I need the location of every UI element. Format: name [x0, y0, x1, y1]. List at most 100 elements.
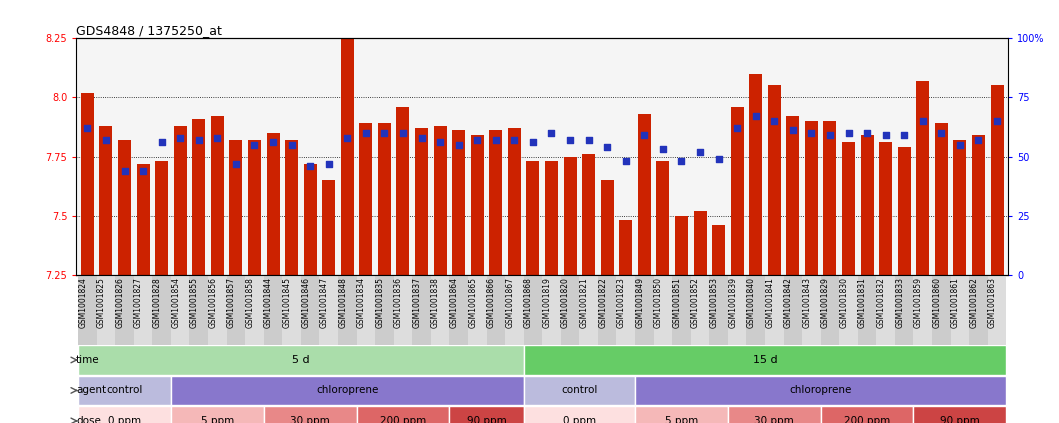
Point [432, 139, 449, 146]
Text: 5 ppm: 5 ppm [201, 416, 234, 423]
Point [933, 129, 950, 136]
Text: GSM1001849: GSM1001849 [635, 277, 644, 328]
Text: GSM1001855: GSM1001855 [190, 277, 199, 328]
Point [951, 141, 968, 148]
Point [785, 127, 802, 134]
Bar [118, 140, 131, 275]
Bar [545, 161, 558, 275]
FancyBboxPatch shape [784, 275, 802, 345]
Bar [193, 118, 205, 275]
Text: agent: agent [76, 385, 106, 396]
Text: 30 ppm: 30 ppm [290, 416, 330, 423]
FancyBboxPatch shape [320, 275, 338, 345]
FancyBboxPatch shape [357, 275, 375, 345]
FancyBboxPatch shape [821, 406, 914, 423]
Point [840, 129, 857, 136]
Point [617, 158, 634, 165]
Point [692, 148, 708, 155]
FancyBboxPatch shape [505, 275, 523, 345]
FancyBboxPatch shape [672, 275, 690, 345]
Text: GSM1001833: GSM1001833 [895, 277, 904, 328]
Bar [768, 85, 780, 275]
Text: GSM1001839: GSM1001839 [729, 277, 737, 328]
Text: GSM1001856: GSM1001856 [209, 277, 217, 328]
Point [487, 137, 504, 143]
Point [729, 125, 746, 132]
Point [116, 168, 133, 174]
Point [283, 141, 300, 148]
FancyBboxPatch shape [115, 275, 133, 345]
FancyBboxPatch shape [468, 275, 486, 345]
Text: GSM1001834: GSM1001834 [357, 277, 365, 328]
FancyBboxPatch shape [133, 275, 152, 345]
Bar [80, 93, 94, 275]
Text: time: time [76, 355, 100, 365]
Text: GSM1001826: GSM1001826 [115, 277, 125, 328]
Text: GSM1001824: GSM1001824 [78, 277, 88, 328]
FancyBboxPatch shape [394, 275, 412, 345]
Bar [285, 140, 298, 275]
Text: GSM1001822: GSM1001822 [598, 277, 607, 328]
Bar [582, 154, 595, 275]
Bar [600, 180, 613, 275]
Text: GSM1001821: GSM1001821 [579, 277, 589, 328]
Bar [638, 114, 651, 275]
Point [580, 137, 597, 143]
FancyBboxPatch shape [246, 275, 264, 345]
Text: 200 ppm: 200 ppm [844, 416, 891, 423]
Bar [452, 130, 465, 275]
Bar [675, 216, 688, 275]
FancyBboxPatch shape [690, 275, 710, 345]
Text: GSM1001847: GSM1001847 [320, 277, 328, 328]
FancyBboxPatch shape [338, 275, 357, 345]
FancyBboxPatch shape [653, 275, 672, 345]
FancyBboxPatch shape [969, 275, 988, 345]
Text: GSM1001866: GSM1001866 [487, 277, 496, 328]
Text: GSM1001829: GSM1001829 [821, 277, 830, 328]
Text: GSM1001864: GSM1001864 [450, 277, 459, 328]
Text: GSM1001858: GSM1001858 [246, 277, 254, 328]
Text: GDS4848 / 1375250_at: GDS4848 / 1375250_at [76, 24, 222, 37]
Point [228, 160, 245, 167]
Text: GSM1001846: GSM1001846 [301, 277, 310, 328]
Bar [489, 130, 502, 275]
Point [859, 129, 876, 136]
Text: 5 d: 5 d [292, 355, 309, 365]
FancyBboxPatch shape [78, 275, 96, 345]
Text: GSM1001854: GSM1001854 [172, 277, 180, 328]
FancyBboxPatch shape [728, 275, 747, 345]
Text: GSM1001860: GSM1001860 [932, 277, 941, 328]
FancyBboxPatch shape [635, 376, 1006, 405]
FancyBboxPatch shape [449, 275, 468, 345]
Text: 200 ppm: 200 ppm [380, 416, 426, 423]
Bar [749, 74, 762, 275]
Point [654, 146, 671, 153]
FancyBboxPatch shape [616, 275, 635, 345]
Bar [563, 157, 576, 275]
Text: 15 d: 15 d [753, 355, 777, 365]
FancyBboxPatch shape [710, 275, 728, 345]
Point [672, 158, 689, 165]
Bar [972, 135, 985, 275]
Bar [174, 126, 186, 275]
FancyBboxPatch shape [375, 275, 394, 345]
Bar [898, 147, 911, 275]
FancyBboxPatch shape [78, 376, 170, 405]
Text: GSM1001819: GSM1001819 [542, 277, 552, 328]
Point [395, 129, 412, 136]
Text: dose: dose [76, 416, 101, 423]
Text: GSM1001868: GSM1001868 [524, 277, 533, 328]
FancyBboxPatch shape [523, 275, 542, 345]
Point [598, 144, 615, 151]
Text: GSM1001867: GSM1001867 [505, 277, 515, 328]
Point [450, 141, 467, 148]
FancyBboxPatch shape [802, 275, 821, 345]
Text: GSM1001830: GSM1001830 [840, 277, 848, 328]
Point [543, 129, 560, 136]
Text: 90 ppm: 90 ppm [467, 416, 506, 423]
Point [970, 137, 987, 143]
Point [209, 134, 226, 141]
FancyBboxPatch shape [486, 275, 505, 345]
Point [748, 113, 765, 120]
Bar [824, 121, 837, 275]
